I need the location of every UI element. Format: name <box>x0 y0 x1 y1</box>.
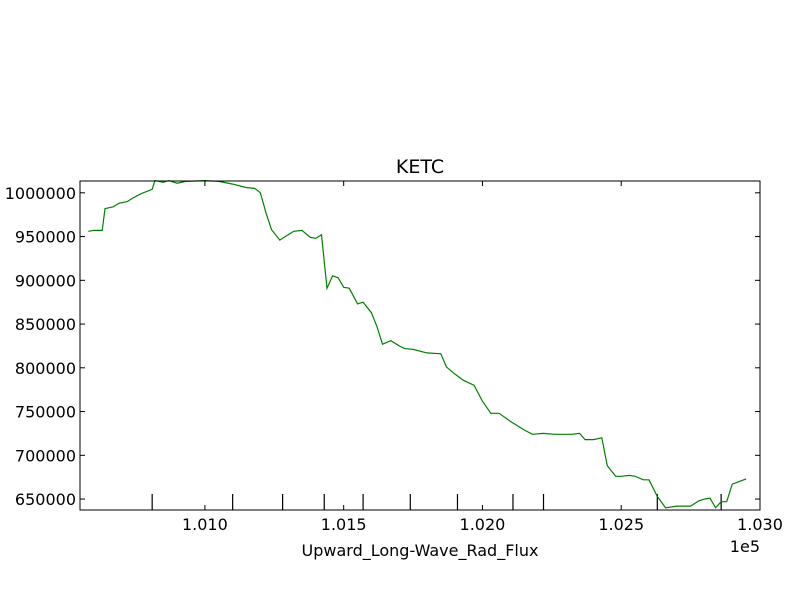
y-tick-label: 1000000 <box>5 184 76 203</box>
x-tick-label: 1.020 <box>460 515 506 534</box>
y-tick-label: 850000 <box>15 315 76 334</box>
x-tick-label: 1.025 <box>598 515 644 534</box>
y-axis: 650000 700000 750000 800000 850000 900000 9500… <box>5 184 760 509</box>
x-axis-label: Upward_Long-Wave_Rad_Flux <box>302 541 539 561</box>
series-line-0 <box>88 179 747 509</box>
chart-title: KETC <box>396 156 444 178</box>
x-axis: 1.010 1.015 1.020 1.025 1.030 <box>182 181 783 534</box>
x-axis-offset-label: 1e5 <box>730 537 760 556</box>
plot-frame <box>79 180 761 511</box>
x-tick-label: 1.015 <box>321 515 367 534</box>
y-tick-label: 700000 <box>15 446 76 465</box>
y-tick-label: 750000 <box>15 403 76 422</box>
y-tick-label: 650000 <box>15 490 76 509</box>
x-tick-label: 1.010 <box>182 515 228 534</box>
y-tick-label: 800000 <box>15 359 76 378</box>
y-tick-label: 900000 <box>15 271 76 290</box>
y-tick-label: 950000 <box>15 228 76 247</box>
rug-ticks <box>151 494 722 510</box>
series-group <box>88 179 747 509</box>
x-tick-label: 1.030 <box>737 515 783 534</box>
